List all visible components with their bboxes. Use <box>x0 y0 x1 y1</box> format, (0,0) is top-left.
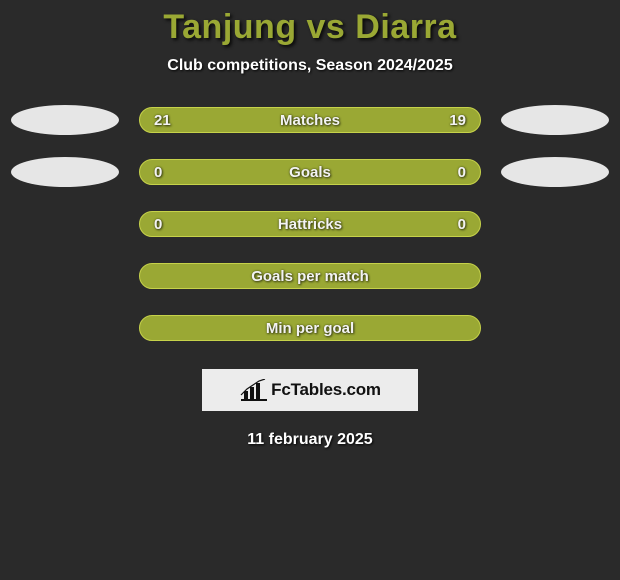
bar-chart-icon <box>239 379 267 401</box>
page-subtitle: Club competitions, Season 2024/2025 <box>167 57 452 75</box>
stat-value-left: 0 <box>154 164 180 181</box>
comparison-card: Tanjung vs Diarra Club competitions, Sea… <box>0 0 620 449</box>
stat-bar: 0 Goals 0 <box>139 159 481 185</box>
stat-bar: 0 Hattricks 0 <box>139 211 481 237</box>
stat-bar: 21 Matches 19 <box>139 107 481 133</box>
stat-value-right: 0 <box>440 216 466 233</box>
stat-label: Hattricks <box>278 216 342 233</box>
page-title: Tanjung vs Diarra <box>163 8 456 47</box>
player-left-marker <box>11 105 119 135</box>
stat-row: Goals per match <box>0 261 620 291</box>
stat-row: Min per goal <box>0 313 620 343</box>
stat-value-right: 0 <box>440 164 466 181</box>
stat-value-left: 21 <box>154 112 180 129</box>
player-left-marker <box>11 157 119 187</box>
player-right-marker <box>501 157 609 187</box>
stat-value-right: 19 <box>440 112 466 129</box>
stat-label: Goals per match <box>251 268 369 285</box>
stat-label: Goals <box>289 164 331 181</box>
stat-row: 21 Matches 19 <box>0 105 620 135</box>
player-right-marker <box>501 105 609 135</box>
stats-block: 21 Matches 19 0 Goals 0 0 Hattricks 0 Goals per m… <box>0 105 620 343</box>
stat-row: 0 Hattricks 0 <box>0 209 620 239</box>
stat-label: Matches <box>280 112 340 129</box>
stat-value-left: 0 <box>154 216 180 233</box>
stat-bar: Goals per match <box>139 263 481 289</box>
footer-date: 11 february 2025 <box>247 431 372 449</box>
source-badge-text: FcTables.com <box>271 380 381 400</box>
stat-label: Min per goal <box>266 320 354 337</box>
stat-row: 0 Goals 0 <box>0 157 620 187</box>
source-badge: FcTables.com <box>202 369 418 411</box>
stat-bar: Min per goal <box>139 315 481 341</box>
